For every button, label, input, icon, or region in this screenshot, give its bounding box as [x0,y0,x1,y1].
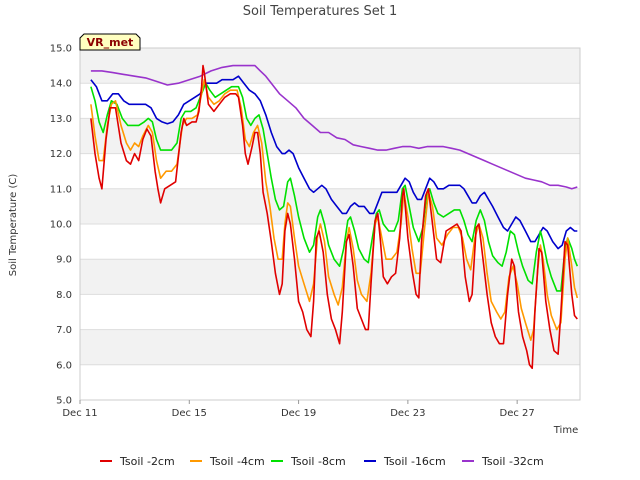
legend-label-tsoil-4cm: Tsoil -4cm [209,455,265,468]
legend: Tsoil -2cm Tsoil -4cm Tsoil -8cm Tsoil -16c… [100,455,544,468]
y-tick-label: 9.0 [56,255,72,266]
background-band [80,259,580,295]
series-line-tsoil-2cm [90,64,578,370]
y-tick-label: 10.0 [50,220,72,231]
background-band [80,329,580,365]
background-band [80,48,580,84]
x-axis-title: Time [553,425,578,436]
y-tick-label: 12.0 [50,149,72,160]
x-tick-label: Dec 15 [172,408,207,419]
legend-label-tsoil-16cm: Tsoil -16cm [383,455,446,468]
station-badge-box [79,33,141,51]
background-bands [80,48,580,365]
x-tick-label: Dec 19 [281,408,316,419]
y-tick-label: 5.0 [56,396,72,407]
gridlines [80,47,580,401]
station-badge-label: VR_met [87,36,134,49]
legend-label-tsoil-32cm: Tsoil -32cm [481,455,544,468]
plot-area-frame [79,47,581,401]
legend-label-tsoil-2cm: Tsoil -2cm [119,455,175,468]
x-tick-label: Dec 27 [500,408,535,419]
x-tick-label: Dec 11 [62,408,97,419]
y-tick-label: 13.0 [50,114,72,125]
y-tick-label: 6.0 [56,360,72,371]
x-axis-ticks: Dec 11 Dec 15 Dec 19 Dec 23 Dec 27 [62,400,535,419]
chart-title: Soil Temperatures Set 1 [243,4,398,19]
x-tick-label: Dec 23 [390,408,425,419]
series-line-tsoil-8cm [90,82,579,292]
series-line-tsoil-32cm [90,64,578,190]
background-band [80,118,580,154]
y-axis-ticks: 5.0 6.0 7.0 8.0 9.0 10.0 11.0 12.0 13.0 14.0 15.0 [50,44,72,407]
y-tick-label: 8.0 [56,290,72,301]
y-tick-label: 11.0 [50,184,72,195]
y-tick-label: 7.0 [56,325,72,336]
y-tick-label: 14.0 [50,79,72,90]
background-band [80,188,580,224]
series-lines [90,64,579,370]
y-axis-title: Soil Temperature (C) [8,174,19,277]
station-badge: VR_met [79,33,141,51]
y-tick-label: 15.0 [50,44,72,55]
legend-label-tsoil-8cm: Tsoil -8cm [290,455,346,468]
series-line-tsoil-16cm [90,75,578,250]
